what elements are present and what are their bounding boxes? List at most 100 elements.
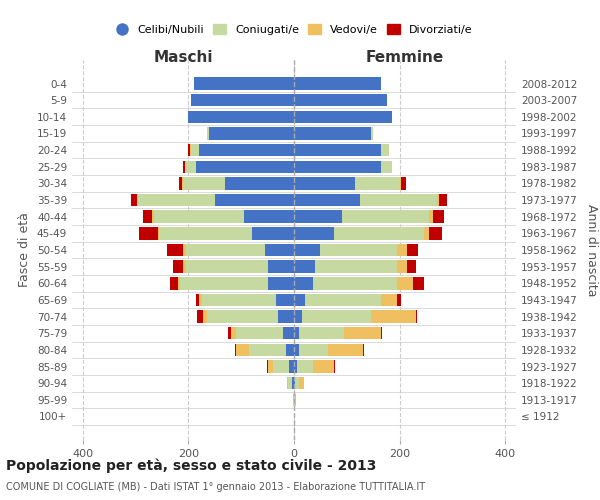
Bar [199,294,202,306]
Bar [207,310,278,323]
Bar [334,227,424,239]
Bar [225,177,294,190]
Bar [183,160,185,173]
Bar [266,360,268,373]
Bar [131,194,137,206]
Bar [381,294,397,306]
Bar [185,260,268,273]
Bar [215,194,294,206]
Bar [236,344,249,356]
Bar [401,177,406,190]
Bar [294,227,334,239]
Bar [203,310,207,323]
Bar [381,327,382,340]
Bar [235,344,236,356]
Bar [371,127,373,140]
Bar [294,394,295,406]
Bar [294,144,381,156]
Bar [230,327,236,340]
Bar [278,310,294,323]
Bar [400,177,401,190]
Bar [294,310,302,323]
Bar [439,194,447,206]
Bar [197,310,203,323]
Bar [299,377,304,390]
Bar [202,294,275,306]
Bar [294,294,305,306]
Bar [137,194,138,206]
Bar [294,344,299,356]
Text: Popolazione per età, sesso e stato civile - 2013: Popolazione per età, sesso e stato civil… [6,458,376,473]
Bar [268,277,294,289]
Bar [305,294,381,306]
Bar [252,227,294,239]
Bar [344,327,381,340]
Bar [299,327,344,340]
Bar [302,310,371,323]
Bar [143,210,152,223]
Bar [413,277,424,289]
Text: COMUNE DI COGLIATE (MB) - Dati ISTAT 1° gennaio 2013 - Elaborazione TUTTITALIA.I: COMUNE DI COGLIATE (MB) - Dati ISTAT 1° … [6,482,425,492]
Bar [299,344,328,356]
Bar [191,144,199,156]
Bar [170,277,178,289]
Bar [182,177,183,190]
Bar [287,377,288,390]
Bar [296,360,313,373]
Bar [190,144,191,156]
Bar [294,110,392,123]
Bar [294,210,341,223]
Bar [188,110,294,123]
Bar [313,360,334,373]
Bar [295,377,299,390]
Bar [407,260,416,273]
Bar [424,227,429,239]
Bar [183,260,185,273]
Bar [320,244,397,256]
Bar [196,294,199,306]
Bar [283,327,294,340]
Bar [207,127,209,140]
Bar [294,327,299,340]
Bar [178,277,181,289]
Bar [328,344,363,356]
Bar [381,144,389,156]
Bar [275,294,294,306]
Bar [139,227,158,239]
Bar [397,244,407,256]
Bar [167,244,183,256]
Bar [294,94,386,106]
Y-axis label: Anni di nascita: Anni di nascita [586,204,598,296]
Bar [138,194,215,206]
Bar [397,260,407,273]
Bar [355,177,400,190]
Bar [294,260,315,273]
Bar [315,260,397,273]
Bar [194,78,294,90]
Bar [295,394,296,406]
Bar [181,277,268,289]
Bar [429,227,442,239]
Bar [173,260,183,273]
Bar [268,260,294,273]
Text: Maschi: Maschi [153,50,213,65]
Bar [397,277,413,289]
Bar [152,210,154,223]
Bar [397,294,401,306]
Bar [179,177,182,190]
Bar [360,194,437,206]
Bar [294,377,295,390]
Text: Femmine: Femmine [366,50,444,65]
Bar [293,394,294,406]
Legend: Celibi/Nubili, Coniugati/e, Vedovi/e, Divorziati/e: Celibi/Nubili, Coniugati/e, Vedovi/e, Di… [111,20,477,40]
Bar [268,360,273,373]
Bar [196,160,294,173]
Bar [188,144,190,156]
Bar [158,227,159,239]
Bar [437,194,439,206]
Bar [294,194,360,206]
Bar [185,160,196,173]
Bar [294,244,320,256]
Bar [286,344,294,356]
Bar [154,210,244,223]
